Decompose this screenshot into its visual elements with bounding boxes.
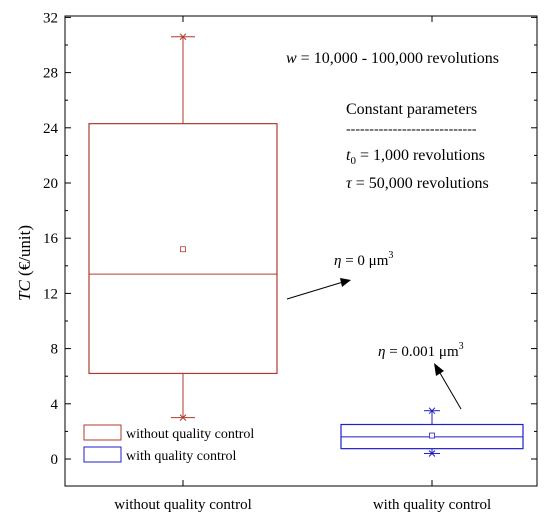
x-tick-label: with quality control bbox=[373, 497, 491, 513]
y-tick-label: 32 bbox=[43, 10, 58, 26]
legend-label-without: without quality control bbox=[126, 427, 254, 442]
y-axis: 0 4 8 12 16 20 24 28 32 bbox=[43, 10, 537, 468]
y-axis-label: TC (€/unit) bbox=[15, 225, 34, 301]
constant-parameters-rule: ---------------------------- bbox=[346, 122, 477, 137]
revolution-range-annotation: w = 10,000 - 100,000 revolutions bbox=[286, 50, 499, 67]
box-with-quality-control bbox=[340, 407, 524, 457]
y-tick-label: 12 bbox=[43, 286, 58, 302]
y-tick-label: 0 bbox=[51, 452, 59, 468]
x-axis: without quality control with quality cont… bbox=[114, 16, 491, 513]
x-tick-label: without quality control bbox=[114, 497, 251, 513]
eta-small-arrow bbox=[439, 372, 462, 410]
min-marker bbox=[179, 414, 187, 421]
y-tick-label: 4 bbox=[51, 397, 59, 413]
max-marker bbox=[179, 33, 187, 41]
eta-zero-arrow bbox=[286, 281, 344, 300]
eta-small-arrowhead bbox=[434, 363, 444, 376]
max-marker bbox=[428, 407, 436, 415]
eta-small-annotation: η = 0.001 μm3 bbox=[378, 341, 464, 360]
constant-parameters-title: Constant parameters bbox=[346, 101, 477, 118]
y-tick-label: 16 bbox=[43, 231, 59, 247]
min-marker bbox=[428, 450, 436, 457]
eta-zero-arrowhead bbox=[340, 278, 351, 287]
box-series bbox=[88, 33, 524, 457]
legend-swatch-with bbox=[83, 446, 122, 463]
mean-marker bbox=[429, 432, 435, 439]
mean-marker bbox=[180, 246, 186, 253]
y-tick-label: 20 bbox=[43, 176, 58, 192]
y-tick-label: 8 bbox=[51, 342, 59, 358]
y-tick-label: 28 bbox=[43, 66, 58, 82]
y-tick-label: 24 bbox=[43, 121, 59, 137]
legend-label-with: with quality control bbox=[126, 449, 237, 464]
plot-frame bbox=[64, 15, 538, 487]
legend: without quality control with quality con… bbox=[83, 424, 254, 464]
eta-zero-annotation: η = 0 μm3 bbox=[334, 250, 393, 269]
interquartile-box bbox=[88, 123, 278, 375]
t0-parameter: t0 = 1,000 revolutions bbox=[346, 147, 485, 167]
tau-parameter: τ = 50,000 revolutions bbox=[346, 175, 489, 192]
box-without-quality-control bbox=[88, 33, 278, 421]
legend-swatch-without bbox=[83, 424, 122, 441]
